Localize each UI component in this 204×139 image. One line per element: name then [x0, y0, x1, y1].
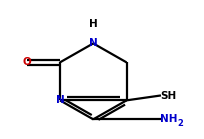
- Text: O: O: [22, 57, 31, 67]
- Text: N: N: [89, 38, 97, 48]
- Text: NH: NH: [159, 114, 176, 124]
- Text: H: H: [89, 19, 97, 29]
- Text: SH: SH: [159, 91, 175, 101]
- Text: 2: 2: [177, 119, 182, 128]
- Text: N: N: [55, 95, 64, 105]
